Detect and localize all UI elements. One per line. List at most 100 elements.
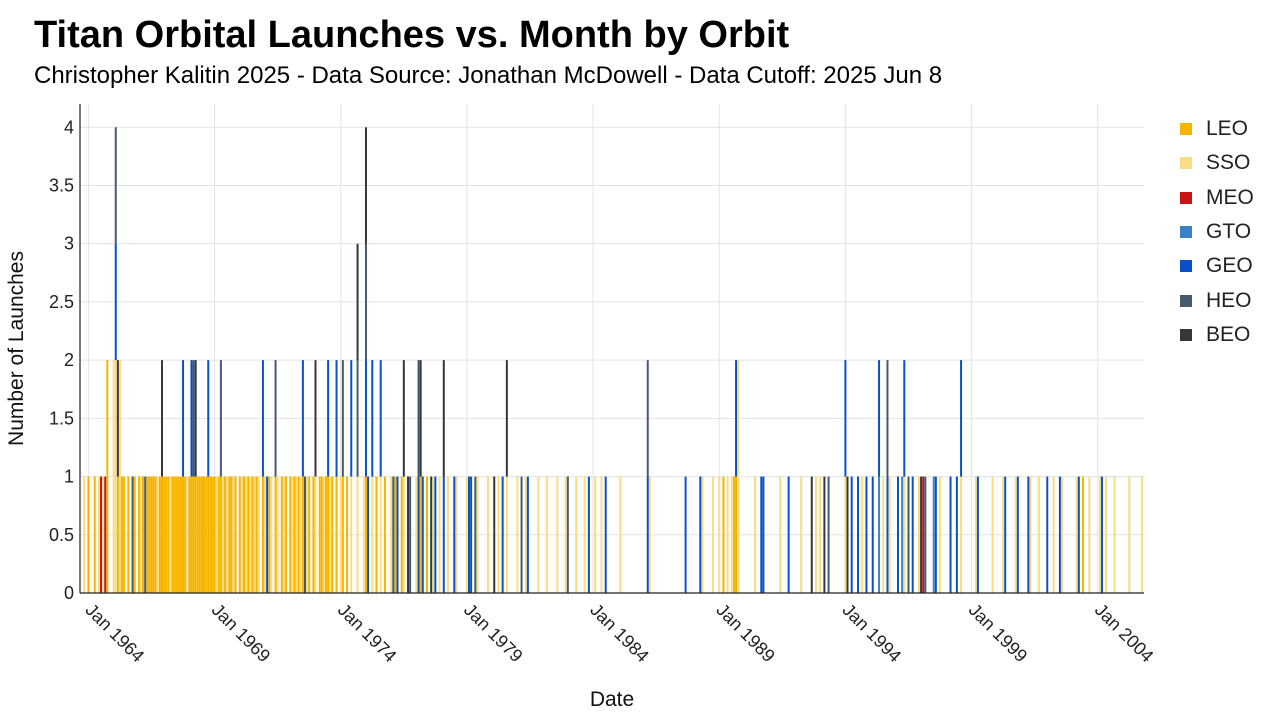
bar-sso[interactable] xyxy=(465,476,468,593)
bar-geo[interactable] xyxy=(364,360,367,477)
bar-geo[interactable] xyxy=(896,476,899,593)
bar-sso[interactable] xyxy=(322,476,325,593)
bar-leo[interactable] xyxy=(123,476,126,593)
bar-sso[interactable] xyxy=(575,476,578,593)
bar-sso[interactable] xyxy=(350,476,353,593)
legend-item-sso[interactable]: SSO xyxy=(1180,146,1254,180)
bar-geo[interactable] xyxy=(1027,476,1030,593)
bar-sso[interactable] xyxy=(844,476,847,593)
bar-leo[interactable] xyxy=(301,476,304,593)
bar-sso[interactable] xyxy=(888,476,891,593)
bar-heo[interactable] xyxy=(114,127,117,244)
bar-leo[interactable] xyxy=(327,476,330,593)
bar-sso[interactable] xyxy=(800,476,803,593)
bar-geo[interactable] xyxy=(844,360,847,477)
legend-item-heo[interactable]: HEO xyxy=(1180,283,1254,317)
legend-item-beo[interactable]: BEO xyxy=(1180,318,1254,352)
bar-leo[interactable] xyxy=(93,476,96,593)
bar-sso[interactable] xyxy=(1029,476,1032,593)
bar-sso[interactable] xyxy=(991,476,994,593)
bar-leo[interactable] xyxy=(383,476,386,593)
bar-geo[interactable] xyxy=(379,360,382,477)
bar-leo[interactable] xyxy=(335,476,338,593)
bar-beo[interactable] xyxy=(314,360,317,477)
bar-geo[interactable] xyxy=(453,476,456,593)
bar-geo[interactable] xyxy=(1058,476,1061,593)
bar-heo[interactable] xyxy=(474,476,477,593)
bar-leo[interactable] xyxy=(400,476,403,593)
bar-leo[interactable] xyxy=(177,476,180,593)
bar-sso[interactable] xyxy=(270,476,273,593)
bar-geo[interactable] xyxy=(470,476,473,593)
bar-sso[interactable] xyxy=(139,476,142,593)
bar-leo[interactable] xyxy=(163,476,166,593)
bar-sso[interactable] xyxy=(240,476,243,593)
bar-heo[interactable] xyxy=(192,360,195,477)
bar-sso[interactable] xyxy=(726,476,729,593)
bar-sso[interactable] xyxy=(257,476,260,593)
bar-sso[interactable] xyxy=(505,476,508,593)
bar-sso[interactable] xyxy=(291,476,294,593)
bar-sso[interactable] xyxy=(390,476,393,593)
bar-heo[interactable] xyxy=(364,243,367,361)
bar-geo[interactable] xyxy=(190,360,193,477)
bar-sso[interactable] xyxy=(215,476,218,593)
bar-heo[interactable] xyxy=(409,476,412,593)
bar-sso[interactable] xyxy=(1014,476,1017,593)
bar-sso[interactable] xyxy=(455,476,458,593)
legend-item-leo[interactable]: LEO xyxy=(1180,112,1254,146)
bar-sso[interactable] xyxy=(737,360,740,593)
bar-leo[interactable] xyxy=(116,476,119,593)
bar-geo[interactable] xyxy=(1004,476,1007,593)
bar-beo[interactable] xyxy=(419,360,422,477)
bar-leo[interactable] xyxy=(146,476,149,593)
bar-leo[interactable] xyxy=(274,476,277,593)
bar-leo[interactable] xyxy=(289,476,292,593)
bar-sso[interactable] xyxy=(295,476,298,593)
legend-item-meo[interactable]: MEO xyxy=(1180,181,1254,215)
bar-geo[interactable] xyxy=(468,476,471,593)
bar-leo[interactable] xyxy=(171,476,174,593)
bar-beo[interactable] xyxy=(194,360,197,477)
bar-leo[interactable] xyxy=(196,476,199,593)
bar-leo[interactable] xyxy=(106,360,109,593)
bar-beo[interactable] xyxy=(402,360,405,477)
bar-leo[interactable] xyxy=(173,476,176,593)
bar-geo[interactable] xyxy=(1016,476,1019,593)
bar-leo[interactable] xyxy=(200,476,203,593)
bar-leo[interactable] xyxy=(251,476,254,593)
bar-leo[interactable] xyxy=(121,476,124,593)
bar-geo[interactable] xyxy=(646,476,649,593)
bar-sso[interactable] xyxy=(438,476,441,593)
bar-leo[interactable] xyxy=(293,476,296,593)
bar-leo[interactable] xyxy=(261,476,264,593)
bar-beo[interactable] xyxy=(823,476,826,593)
bar-geo[interactable] xyxy=(850,476,853,593)
bar-leo[interactable] xyxy=(182,476,185,593)
bar-heo[interactable] xyxy=(520,476,523,593)
bar-sso[interactable] xyxy=(516,476,519,593)
bar-geo[interactable] xyxy=(501,476,504,593)
legend-item-geo[interactable]: GEO xyxy=(1180,249,1254,283)
bar-sso[interactable] xyxy=(221,476,224,593)
bar-sso[interactable] xyxy=(1037,476,1040,593)
bar-geo[interactable] xyxy=(301,360,304,477)
bar-sso[interactable] xyxy=(960,476,963,593)
bar-leo[interactable] xyxy=(735,476,738,593)
bar-geo[interactable] xyxy=(434,476,437,593)
bar-sso[interactable] xyxy=(730,476,733,593)
bar-leo[interactable] xyxy=(188,476,191,593)
bar-geo[interactable] xyxy=(699,476,702,593)
bar-leo[interactable] xyxy=(154,476,157,593)
bar-beo[interactable] xyxy=(356,243,359,361)
bar-geo[interactable] xyxy=(604,476,607,593)
bar-leo[interactable] xyxy=(268,476,271,593)
bar-sso[interactable] xyxy=(1002,476,1005,593)
bar-geo[interactable] xyxy=(960,360,963,477)
bar-leo[interactable] xyxy=(184,476,187,593)
bar-heo[interactable] xyxy=(219,360,222,477)
bar-geo[interactable] xyxy=(760,476,763,593)
bar-geo[interactable] xyxy=(735,360,738,477)
bar-leo[interactable] xyxy=(127,476,130,593)
bar-sso[interactable] xyxy=(1075,476,1078,593)
